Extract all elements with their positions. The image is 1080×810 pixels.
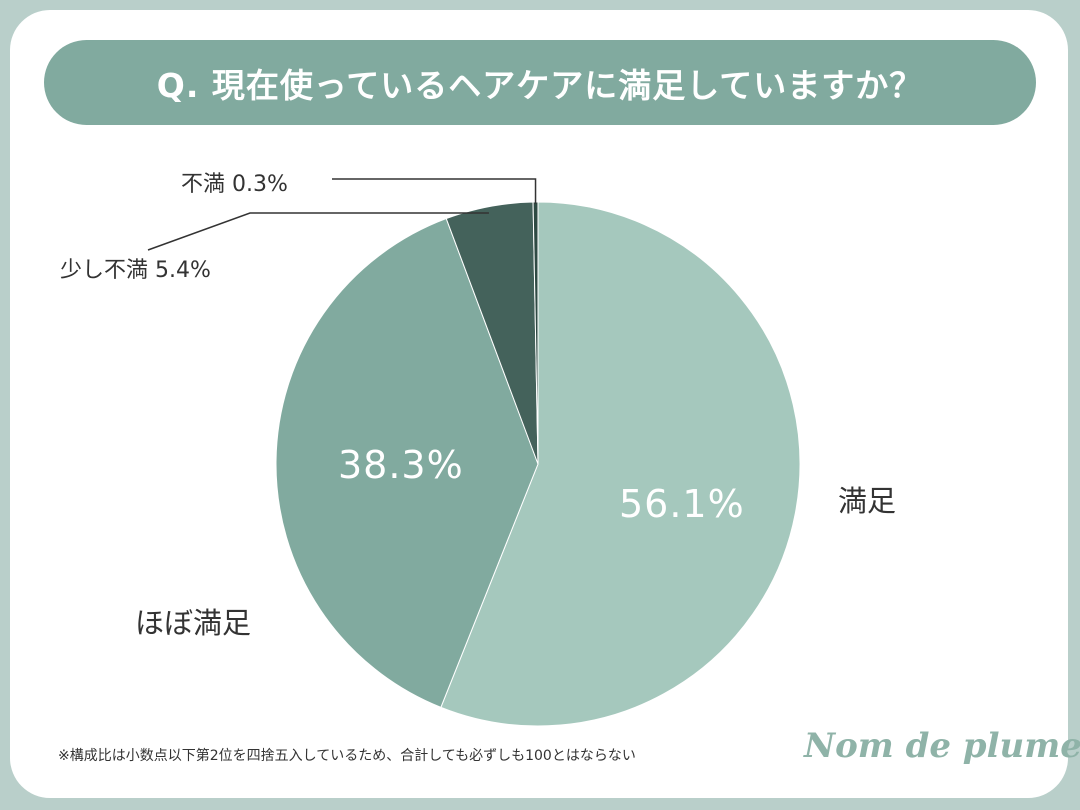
label-mostly-satisfied: ほぼ満足 [135,606,252,640]
slice-value-satisfied: 56.1% [619,482,745,526]
brand-logo: Nom de plume [804,726,1080,766]
label-slightly-dissatisfied: 少し不満 5.4% [60,258,211,283]
footnote: ※構成比は小数点以下第2位を四捨五入しているため、合計しても必ずしも100とはな… [58,748,636,764]
leader-line-dissatisfied [332,178,537,205]
pie-slice-0 [440,201,801,727]
label-dissatisfied: 不満 0.3% [181,172,288,197]
pie-slice-1 [275,217,539,708]
leader-line-slightly-dissatisfied [147,212,489,251]
label-satisfied: 満足 [838,484,897,518]
question-title: Q. 現在使っているヘアケアに満足していますか？ [44,40,1036,125]
slice-value-mostly-satisfied: 38.3% [338,443,464,487]
